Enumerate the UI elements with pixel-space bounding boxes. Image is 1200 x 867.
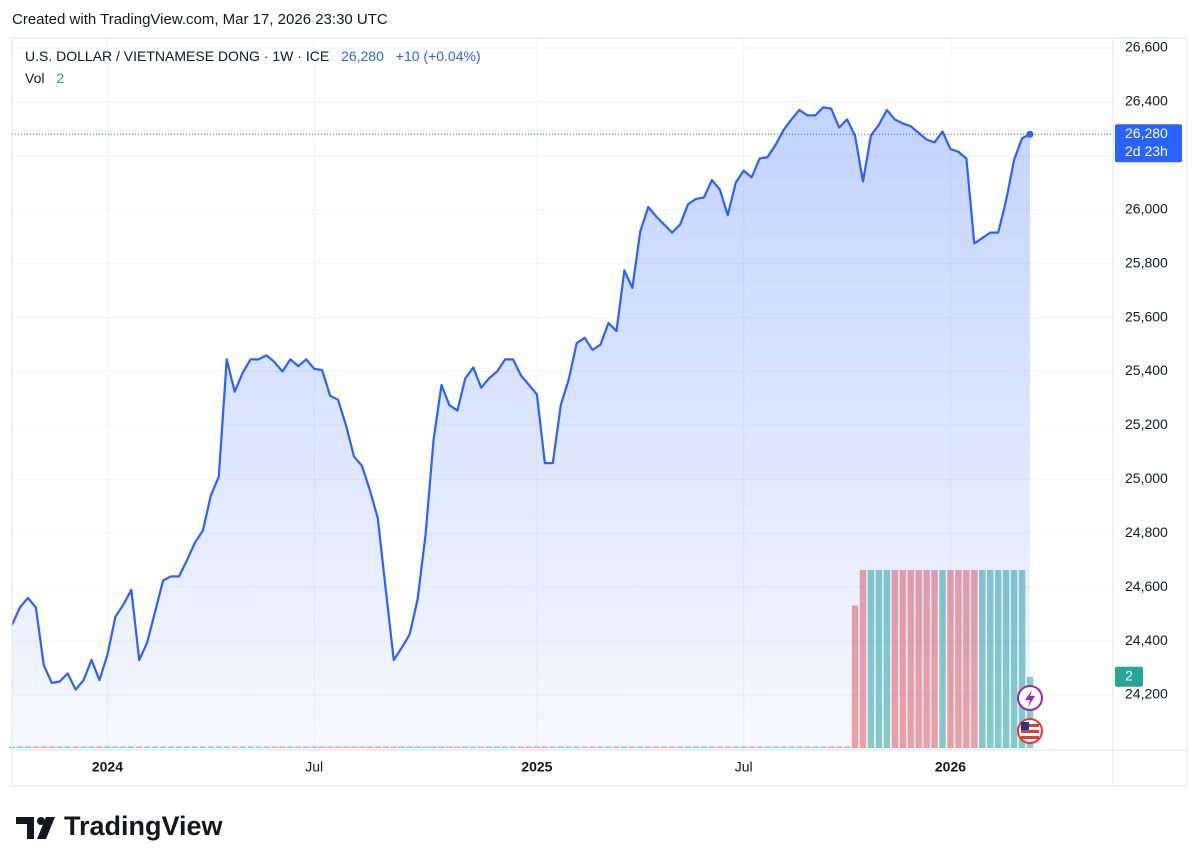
last-price-dot	[1026, 130, 1034, 138]
price-line	[10, 106, 1031, 691]
price-area	[12, 107, 1030, 751]
y-tick-label: 25,200	[1125, 416, 1168, 432]
chart-frame	[11, 37, 1188, 787]
legend: U.S. DOLLAR / VIETNAMESE DONG · 1W · ICE…	[25, 48, 481, 64]
y-tick-label: 24,600	[1125, 578, 1168, 594]
logo: TradingView	[16, 811, 224, 841]
volume-name: Vol	[25, 70, 44, 86]
volume-tag-value: 2	[1125, 668, 1133, 684]
x-tick-label: 2024	[92, 759, 123, 775]
x-tick-label: 2025	[521, 759, 552, 775]
y-tick-label: 25,000	[1125, 470, 1168, 486]
last-price: 26,280	[341, 48, 384, 64]
y-tick-label: 25,800	[1125, 254, 1168, 270]
y-tick-label: 24,200	[1125, 686, 1168, 702]
price-tag-value: 26,280	[1125, 125, 1168, 141]
price-tag	[1115, 124, 1182, 163]
x-tick-label: Jul	[735, 759, 753, 775]
symbol-title: U.S. DOLLAR / VIETNAMESE DONG · 1W · ICE	[25, 48, 329, 64]
event-icons	[1017, 685, 1043, 744]
event-icon-bolt	[1025, 690, 1035, 707]
flag-stripe	[1021, 730, 1039, 733]
y-tick-label: 24,400	[1125, 632, 1168, 648]
flag-canton	[1021, 722, 1029, 730]
x-tick-label: Jul	[305, 759, 323, 775]
logo-mark-dot	[37, 817, 45, 825]
y-tick-label: 26,600	[1125, 39, 1168, 55]
logo-mark	[16, 817, 34, 839]
credit: Created with TradingView.com, Mar 17, 20…	[12, 11, 388, 28]
volume-tag	[1115, 666, 1143, 687]
flag-stripe	[1021, 724, 1039, 727]
flag-stripe	[1021, 736, 1039, 739]
price-layer	[10, 106, 1113, 751]
price-tag-countdown: 2d 23h	[1125, 143, 1168, 159]
y-tick-label: 24,800	[1125, 524, 1168, 540]
volume-legend: Vol 2	[25, 70, 64, 86]
y-tick-label: 25,600	[1125, 308, 1168, 324]
x-tick-label: 2026	[935, 759, 966, 775]
logo-mark	[37, 817, 55, 839]
y-tick-label: 25,400	[1125, 362, 1168, 378]
price-change: +10 (+0.04%)	[396, 48, 481, 64]
y-tick-label: 26,400	[1125, 93, 1168, 109]
logo-text: TradingView	[64, 811, 224, 841]
y-tick-label: 26,000	[1125, 200, 1168, 216]
volume-last: 2	[56, 70, 64, 86]
